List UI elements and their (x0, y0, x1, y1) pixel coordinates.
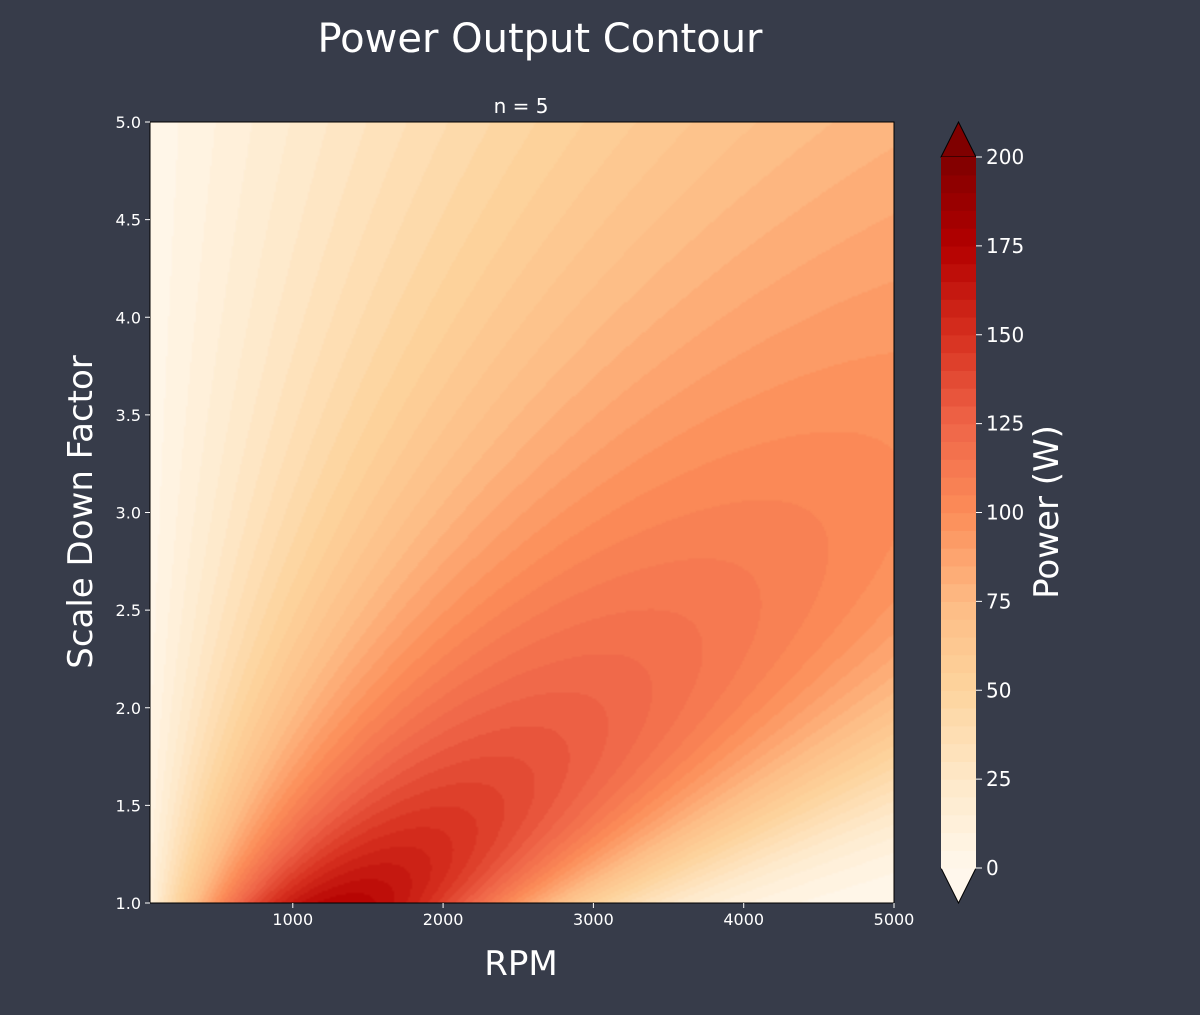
x-tick-label: 3000 (573, 910, 614, 929)
x-tick-label: 2000 (423, 910, 464, 929)
y-tick-label: 4.5 (116, 211, 141, 230)
colorbar-tick-label: 200 (986, 145, 1024, 169)
colorbar-level (941, 459, 976, 478)
colorbar-level (941, 512, 976, 531)
y-tick-label: 1.0 (116, 894, 141, 913)
colorbar-level (941, 636, 976, 656)
x-axis: 1000 2000 3000 4000 5000 (272, 903, 914, 929)
colorbar-level (941, 316, 976, 336)
colorbar-level (941, 388, 976, 407)
x-tick-label: 4000 (723, 910, 764, 929)
colorbar-level (941, 690, 976, 709)
colorbar-label: Power (W) (1027, 425, 1067, 599)
colorbar-level (941, 192, 976, 211)
plot-area (150, 122, 894, 903)
colorbar-level (941, 228, 976, 247)
colorbar-level (941, 814, 976, 834)
colorbar-level (941, 299, 976, 318)
chart-subtitle: n = 5 (494, 94, 549, 118)
colorbar-tick-label: 0 (986, 856, 999, 880)
y-tick-label: 2.0 (116, 699, 141, 718)
colorbar-tick-label: 100 (986, 501, 1024, 525)
colorbar-level (941, 245, 976, 265)
colorbar-level (941, 779, 976, 798)
colorbar-level (941, 619, 976, 638)
colorbar-level (941, 281, 976, 300)
colorbar-level (941, 370, 976, 389)
colorbar-tick-label: 175 (986, 234, 1024, 258)
colorbar-level (941, 476, 976, 496)
y-tick-label: 4.0 (116, 308, 141, 327)
colorbar-level (941, 441, 976, 460)
colorbar-level (941, 494, 976, 514)
colorbar-level (941, 796, 976, 816)
colorbar-level (941, 352, 976, 371)
colorbar-tick-label: 75 (986, 589, 1011, 613)
colorbar-level (941, 743, 976, 762)
y-tick-label: 3.0 (116, 504, 141, 523)
colorbar-extend-min (940, 867, 977, 905)
colorbar: 0 25 50 75 100 125 150 175 200 (940, 120, 1024, 905)
y-axis: 1.0 1.5 2.0 2.5 3.0 3.5 4.0 4.5 5.0 (116, 113, 150, 913)
x-axis-label: RPM (484, 944, 557, 984)
colorbar-level (941, 263, 976, 283)
x-tick-label: 5000 (874, 910, 915, 929)
colorbar-level (941, 708, 976, 727)
contour-fill (150, 122, 894, 903)
chart-title: Power Output Contour (317, 16, 763, 62)
colorbar-level (941, 157, 976, 176)
y-tick-label: 3.5 (116, 406, 141, 425)
colorbar-level (941, 601, 976, 620)
y-tick-label: 5.0 (116, 113, 141, 132)
y-tick-label: 2.5 (116, 601, 141, 620)
colorbar-extend-max (940, 120, 977, 158)
y-axis-label: Scale Down Factor (61, 355, 101, 669)
colorbar-level (941, 725, 976, 745)
colorbar-tick-label: 25 (986, 767, 1011, 791)
colorbar-level (941, 654, 976, 674)
colorbar-level (941, 423, 976, 442)
colorbar-level (941, 761, 976, 780)
colorbar-level (941, 565, 976, 585)
colorbar-level (941, 583, 976, 602)
y-tick-label: 1.5 (116, 796, 141, 815)
colorbar-tick-label: 125 (986, 412, 1024, 436)
x-tick-label: 1000 (272, 910, 313, 929)
colorbar-tick-label: 50 (986, 678, 1011, 702)
colorbar-level (941, 405, 976, 425)
colorbar-level (941, 530, 976, 549)
colorbar-level (941, 174, 976, 194)
colorbar-level (941, 334, 976, 354)
colorbar-level (941, 672, 976, 691)
colorbar-level (941, 548, 976, 567)
colorbar-level (941, 832, 976, 851)
colorbar-level (941, 210, 976, 229)
colorbar-level (941, 850, 976, 869)
colorbar-tick-label: 150 (986, 323, 1024, 347)
